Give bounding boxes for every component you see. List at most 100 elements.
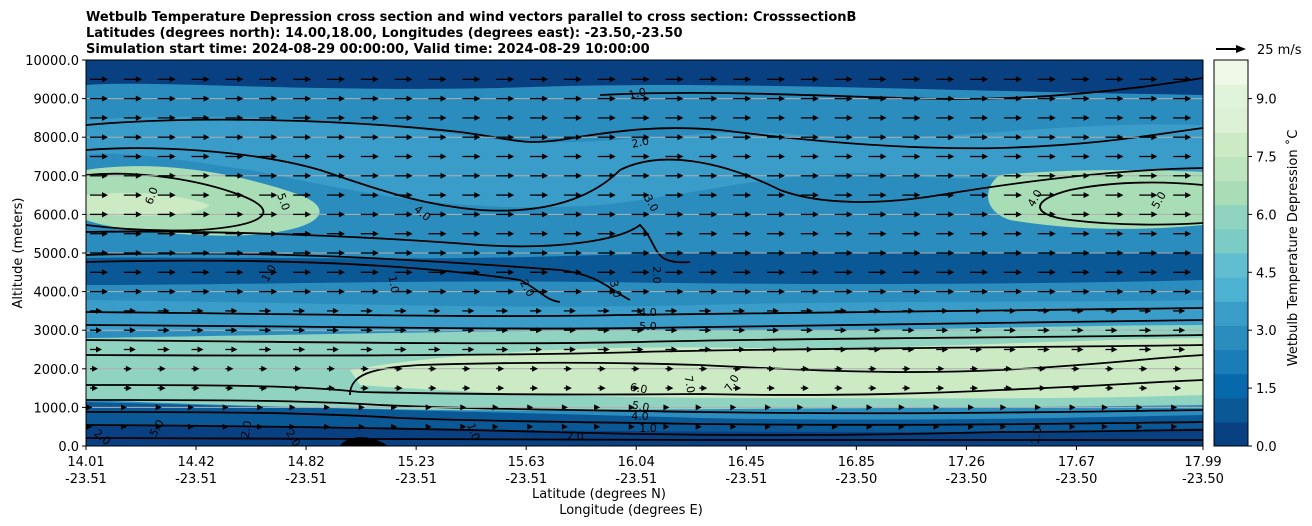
wind-vector-head xyxy=(237,153,244,160)
wind-vector-head xyxy=(778,211,785,218)
wind-vector-head xyxy=(1179,307,1186,314)
wind-vector-head xyxy=(609,153,616,160)
wind-vector-head xyxy=(305,288,312,295)
wind-vector-head xyxy=(102,250,108,256)
wind-vector-head xyxy=(305,211,312,218)
colorbar-segment xyxy=(1214,253,1248,278)
wind-vector-head xyxy=(671,346,678,353)
wind-vector-head xyxy=(498,365,505,372)
wind-vector-head xyxy=(231,307,238,314)
wind-vector-head xyxy=(102,269,108,276)
wind-vector-head xyxy=(599,365,606,372)
wind-vector-head xyxy=(671,327,678,334)
wind-vector-head xyxy=(1145,346,1152,353)
wind-vector-head xyxy=(372,76,379,83)
contour-line xyxy=(86,411,1203,426)
wind-vector-head xyxy=(1005,365,1012,372)
wind-vector-head xyxy=(305,76,312,83)
wind-vector-head xyxy=(125,365,132,372)
wind-vector-head xyxy=(96,327,102,334)
wind-vector-head xyxy=(643,114,650,121)
wind-vector-head xyxy=(406,172,413,179)
wind-vector-head xyxy=(643,250,650,256)
contour-line xyxy=(599,77,1203,100)
wind-vector-head xyxy=(169,250,176,256)
wind-vector-head xyxy=(135,250,142,256)
wind-vector-head xyxy=(372,250,379,256)
wind-vector-head xyxy=(1015,153,1022,160)
wind-vector-head xyxy=(643,76,650,83)
y-tick-label: 6000.0 xyxy=(34,208,80,223)
wind-vector-head xyxy=(305,269,312,276)
wind-vector-head xyxy=(1043,327,1050,334)
wind-vector-head xyxy=(474,134,481,141)
wind-vector-head xyxy=(735,385,742,392)
wind-vector-head xyxy=(542,192,549,199)
wind-vector-head xyxy=(637,346,644,353)
wind-vector-head xyxy=(1073,365,1080,372)
wind-vector-head xyxy=(169,211,176,218)
wind-vector-head xyxy=(711,76,718,83)
wind-vector-head xyxy=(338,211,345,218)
wind-vector-head xyxy=(102,114,108,121)
wind-vector-head xyxy=(667,385,674,392)
wind-vector-head xyxy=(904,365,911,372)
wind-vector-head xyxy=(609,211,616,218)
wind-vector-head xyxy=(203,76,210,83)
wind-vector-head xyxy=(914,114,921,121)
wind-reference-label: 25 m/s xyxy=(1257,43,1302,58)
wind-vector-head xyxy=(135,114,142,121)
colorbar-segment xyxy=(1214,325,1248,350)
wind-vector-head xyxy=(372,269,379,276)
wind-vector-head xyxy=(1015,230,1022,237)
wind-vector-head xyxy=(169,172,176,179)
wind-vector-head xyxy=(1039,385,1046,392)
wind-vector-head xyxy=(1171,404,1178,411)
wind-vector-head xyxy=(745,153,752,160)
colorbar: 0.0 1.5 3.0 4.5 6.0 7.5 9.0 xyxy=(1213,59,1277,455)
wind-vector-head xyxy=(948,95,955,102)
x-tick-label-latitude: 17.99 xyxy=(1184,455,1221,470)
contour-line xyxy=(86,424,1203,436)
wind-vector-head xyxy=(711,269,718,276)
wind-vector-head xyxy=(159,385,166,392)
wind-vector-head xyxy=(1141,385,1148,392)
wind-vector-head xyxy=(880,192,887,199)
y-tick-label: 2000.0 xyxy=(34,363,80,378)
wind-vector-head xyxy=(440,230,447,237)
wind-vector-head xyxy=(677,269,684,276)
wind-vector-head xyxy=(406,288,413,295)
wind-vector-head xyxy=(846,250,853,256)
wind-vector-head xyxy=(880,95,887,102)
wind-vector-head xyxy=(575,250,582,256)
wind-vector-head xyxy=(338,134,345,141)
wind-vector-head xyxy=(460,404,467,411)
wind-vector-head xyxy=(474,288,481,295)
wind-vector-head xyxy=(914,76,921,83)
wind-vector-head xyxy=(561,404,568,411)
wind-vector-head xyxy=(1009,346,1016,353)
wind-vector-head xyxy=(1049,288,1056,295)
contour-label: 7.0 xyxy=(682,375,698,394)
wind-vector-head xyxy=(1136,423,1143,430)
y-tick-label: 5000.0 xyxy=(34,247,80,262)
wind-vector-head xyxy=(711,250,718,256)
wind-vector-head xyxy=(237,211,244,218)
colorbar-segment xyxy=(1214,373,1248,399)
wind-vector-head xyxy=(1185,95,1192,102)
wind-vector-head xyxy=(846,76,853,83)
wind-vector-head xyxy=(1049,114,1056,121)
wind-vector-head xyxy=(305,230,312,237)
wind-vector-head xyxy=(1015,288,1022,295)
colorbar-segment xyxy=(1214,108,1248,133)
wind-vector-head xyxy=(474,76,481,83)
wind-vector-head xyxy=(406,192,413,199)
wind-vector-head xyxy=(982,288,989,295)
wind-vector-head xyxy=(508,95,515,102)
wind-vector-head xyxy=(338,95,345,102)
wind-vector-head xyxy=(203,134,210,141)
contour-fill-band xyxy=(86,193,210,216)
wind-vector-head xyxy=(135,288,142,295)
wind-vector-head xyxy=(812,95,819,102)
colorbar-tick-label: 3.0 xyxy=(1256,324,1277,339)
